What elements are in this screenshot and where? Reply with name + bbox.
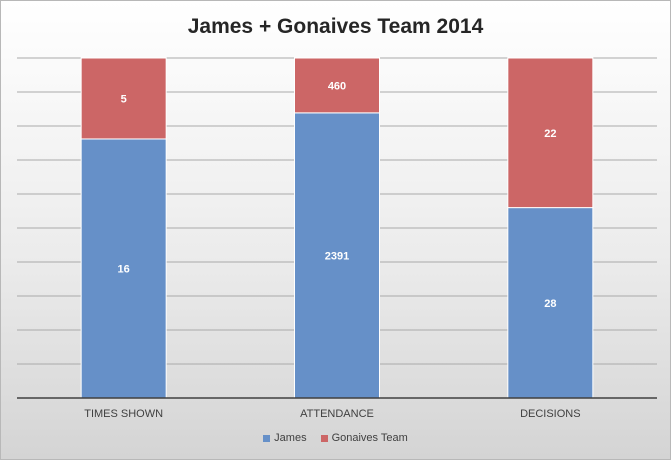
x-tick-label: TIMES SHOWN	[84, 408, 163, 420]
x-tick-label: ATTENDANCE	[300, 408, 374, 420]
bar-segment	[294, 57, 380, 114]
bar-segment	[80, 138, 167, 399]
legend-item: Gonaives Team	[320, 432, 408, 444]
legend-label: Gonaives Team	[331, 432, 408, 444]
data-label: 28	[544, 298, 556, 310]
data-label: 2391	[325, 250, 349, 262]
data-label: 460	[328, 80, 346, 92]
legend-swatch	[263, 434, 271, 442]
legend: James Gonaives Team	[1, 432, 670, 444]
chart-title: James + Gonaives Team 2014	[187, 15, 484, 38]
data-label: 22	[544, 128, 556, 140]
bar-segment	[507, 207, 594, 399]
legend-swatch	[320, 434, 328, 442]
legend-label: James	[274, 432, 307, 444]
data-label: 16	[118, 263, 130, 275]
bar-segment	[507, 57, 594, 209]
x-tick-label: DECISIONS	[520, 408, 581, 420]
bar-segment	[80, 57, 167, 140]
legend-item: James	[263, 432, 307, 444]
data-label: 5	[121, 93, 127, 105]
